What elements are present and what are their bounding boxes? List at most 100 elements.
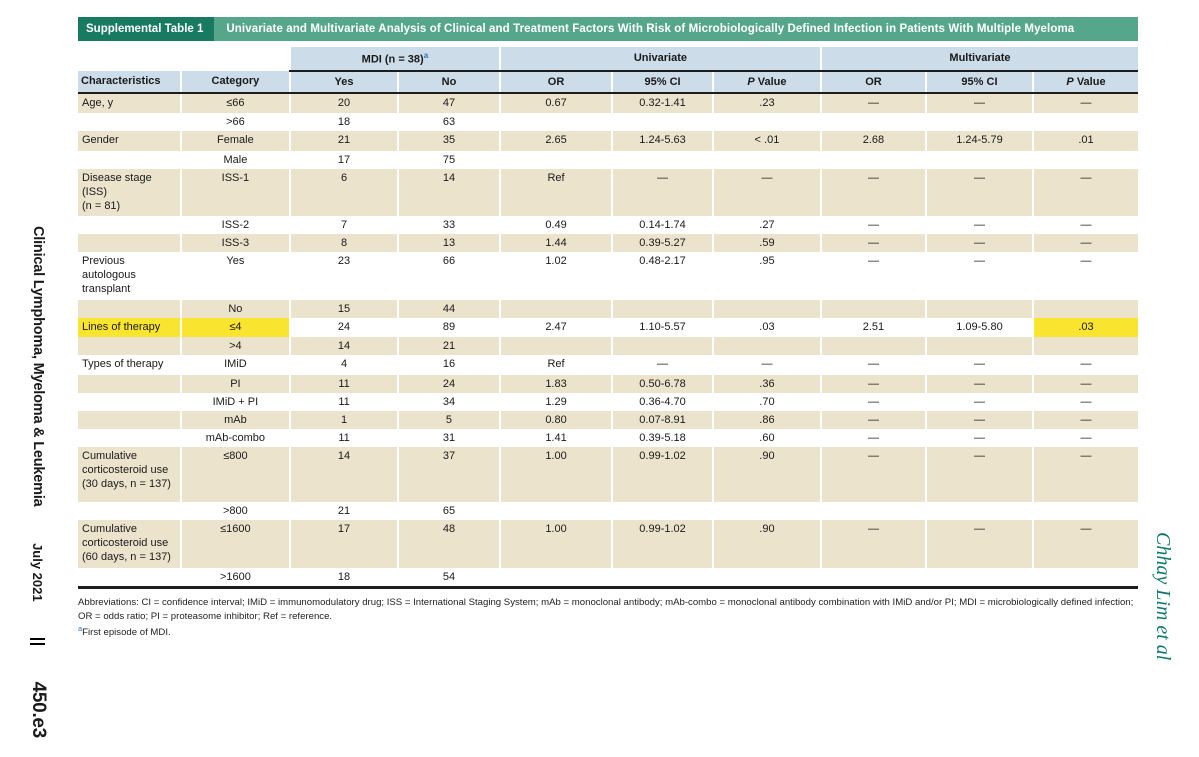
value-cell: 89 (397, 317, 500, 338)
table-row: Cumulative corticosteroid use (30 days, … (78, 447, 1138, 503)
value-cell: 1.24-5.79 (924, 131, 1033, 152)
right-margin-strip: Chhay Lim et al (1148, 532, 1174, 722)
value-cell: 17 (288, 520, 399, 569)
characteristic-cell (78, 299, 181, 318)
value-cell: 13 (397, 234, 500, 253)
category-cell: ≤66 (179, 92, 290, 114)
value-cell: 0.14-1.74 (611, 216, 713, 235)
value-cell: 21 (397, 337, 500, 356)
value-cell: 11 (288, 429, 399, 448)
value-cell: — (924, 429, 1033, 448)
value-cell: 11 (288, 393, 399, 412)
value-cell: .03 (1031, 317, 1138, 338)
value-cell (498, 337, 613, 356)
value-cell (1031, 299, 1138, 318)
value-cell: 24 (397, 375, 500, 394)
margin-separator-rule (30, 638, 46, 646)
table-row: Previous autologous transplant Yes 23 66 1.0… (78, 252, 1138, 300)
value-cell: — (820, 520, 926, 569)
value-cell: 1.09-5.80 (924, 317, 1033, 338)
value-cell: .70 (711, 393, 821, 412)
category-cell: Female (179, 131, 290, 152)
col-mdi-yes: Yes (288, 70, 399, 94)
value-cell: 1.24-5.63 (611, 131, 713, 152)
mdi-group-label: MDI (n = 38) (361, 53, 424, 66)
value-cell (820, 299, 926, 318)
value-cell: 16 (397, 355, 500, 376)
characteristic-cell (78, 393, 181, 412)
table-row: Disease stage (ISS) (n = 81) ISS-1 6 14 Ref —… (78, 169, 1138, 217)
value-cell (820, 337, 926, 356)
value-cell: 11 (288, 375, 399, 394)
value-cell: 1.02 (498, 252, 613, 300)
table-row: Age, y ≤66 20 47 0.67 0.32-1.41.23— — — (78, 92, 1138, 114)
characteristic-cell (78, 411, 181, 430)
value-cell: 1.29 (498, 393, 613, 412)
value-cell: — (1031, 520, 1138, 569)
value-cell: 1 (288, 411, 399, 430)
value-cell: 21 (288, 131, 399, 152)
value-cell: 1.10-5.57 (611, 317, 713, 338)
value-cell: — (924, 92, 1033, 114)
value-cell: 65 (397, 502, 500, 521)
value-cell: 2.51 (820, 317, 926, 338)
value-cell: 35 (397, 131, 500, 152)
value-cell: 7 (288, 216, 399, 235)
value-cell: .60 (711, 429, 821, 448)
characteristic-cell (78, 337, 181, 356)
table-row: IMiD + PI 11 34 1.29 0.36-4.70.70— — — (78, 393, 1138, 412)
value-cell: — (1031, 393, 1138, 412)
table-row: Male 17 75 (78, 151, 1138, 170)
value-cell: — (1031, 411, 1138, 430)
value-cell: — (820, 447, 926, 503)
characteristic-cell (78, 151, 181, 170)
col-multi-or: OR (820, 70, 926, 94)
value-cell: — (1031, 429, 1138, 448)
value-cell (611, 568, 713, 588)
value-cell: — (1031, 234, 1138, 253)
category-cell: >800 (179, 502, 290, 521)
value-cell: 14 (288, 337, 399, 356)
value-cell (1031, 113, 1138, 132)
table-row: >66 18 63 (78, 113, 1138, 132)
value-cell (820, 502, 926, 521)
value-cell: — (924, 169, 1033, 217)
table-row: >800 21 65 (78, 502, 1138, 521)
value-cell (1031, 337, 1138, 356)
characteristic-cell (78, 234, 181, 253)
value-cell (711, 151, 821, 170)
category-cell: IMiD (179, 355, 290, 376)
value-cell: — (924, 216, 1033, 235)
value-cell (1031, 502, 1138, 521)
value-cell: .01 (1031, 131, 1138, 152)
group-header-spacer (78, 47, 290, 71)
value-cell: 0.48-2.17 (611, 252, 713, 300)
table-row: PI 11 24 1.83 0.50-6.78.36— — — (78, 375, 1138, 394)
value-cell: Ref (498, 169, 613, 217)
value-cell: .95 (711, 252, 821, 300)
value-cell: 1.41 (498, 429, 613, 448)
category-cell: IMiD + PI (179, 393, 290, 412)
value-cell: .36 (711, 375, 821, 394)
value-cell (611, 502, 713, 521)
group-header-row: MDI (n = 38)a Univariate Multivariate (78, 47, 1138, 72)
value-cell: 0.67 (498, 92, 613, 114)
journal-page: Supplemental Table 1 Univariate and Mult… (78, 17, 1138, 640)
value-cell (498, 502, 613, 521)
value-cell: — (924, 375, 1033, 394)
characteristic-cell (78, 502, 181, 521)
value-cell (611, 299, 713, 318)
table-row: Cumulative corticosteroid use (60 days, … (78, 520, 1138, 569)
value-cell: — (820, 92, 926, 114)
value-cell: 0.07-8.91 (611, 411, 713, 430)
value-cell: < .01 (711, 131, 821, 152)
value-cell: .23 (711, 92, 821, 114)
characteristic-cell: Disease stage (ISS) (n = 81) (78, 169, 181, 217)
value-cell (611, 113, 713, 132)
value-cell (924, 502, 1033, 521)
value-cell: 1.00 (498, 520, 613, 569)
category-cell: >4 (179, 337, 290, 356)
value-cell: 15 (288, 299, 399, 318)
value-cell: 1.00 (498, 447, 613, 503)
value-cell: — (924, 520, 1033, 569)
